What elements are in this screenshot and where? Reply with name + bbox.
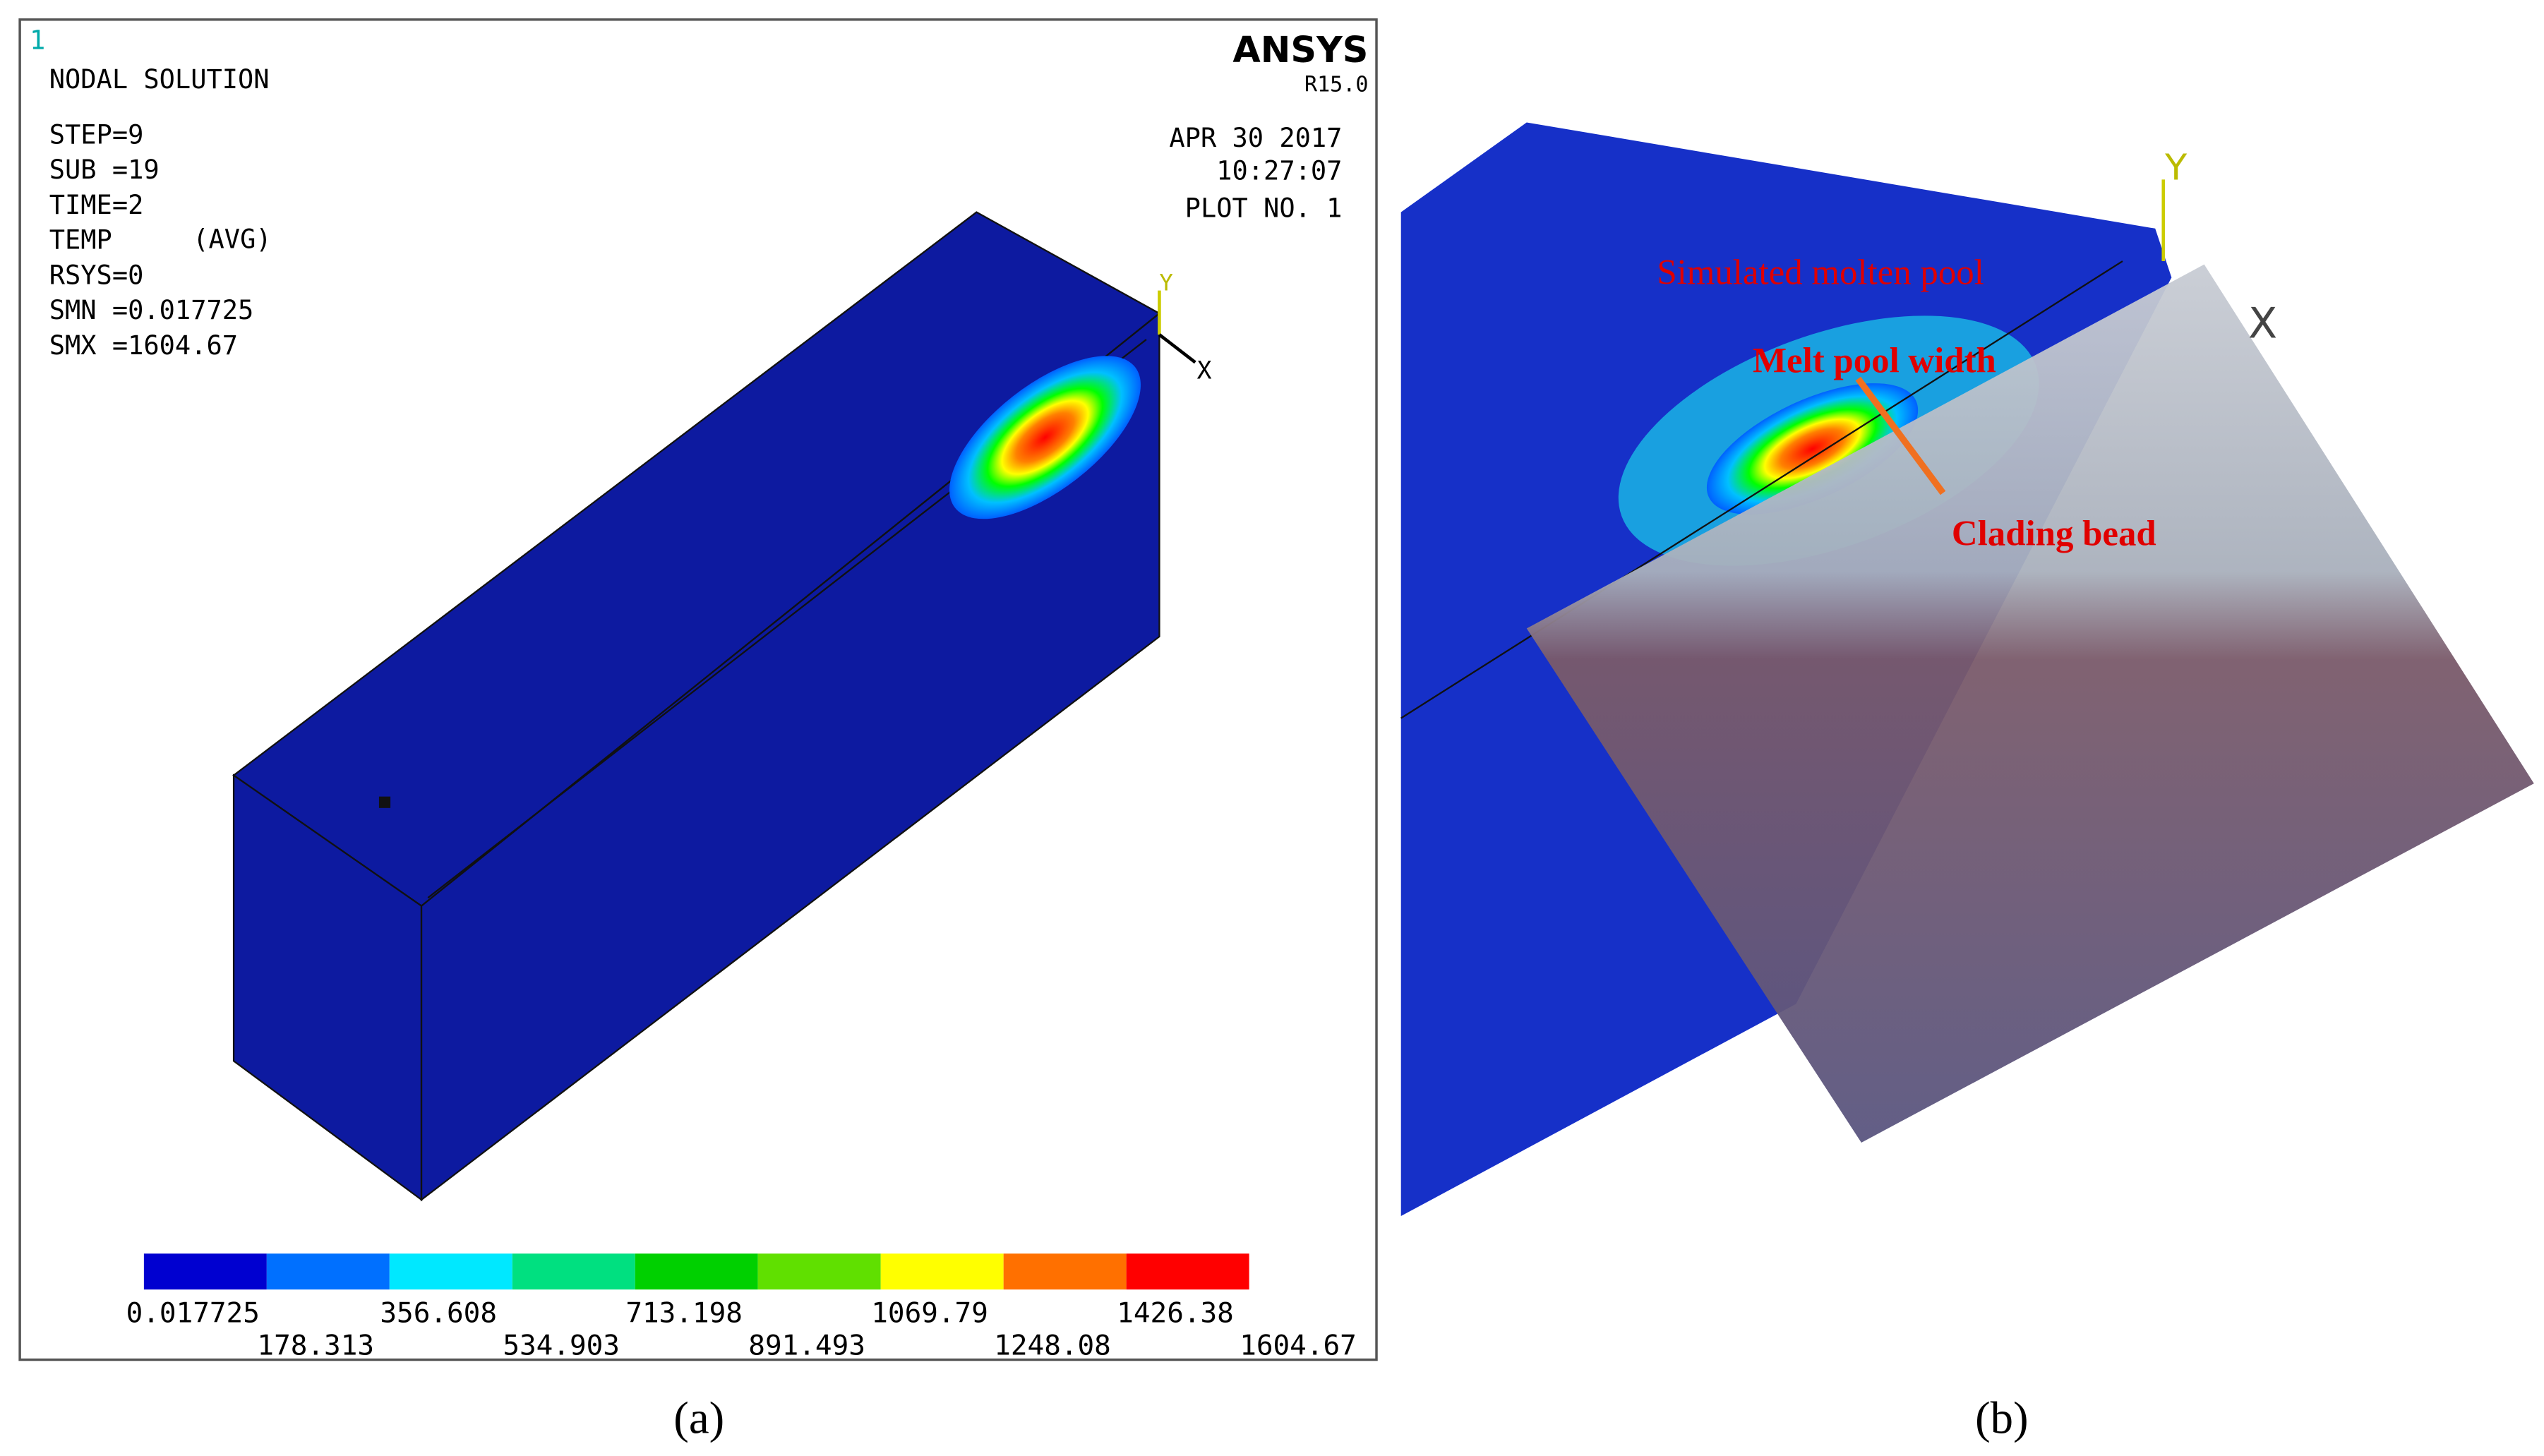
version: R15.0 bbox=[1304, 73, 1368, 97]
panel-b-text: Simulated molten pool Melt pool width Clad… bbox=[1657, 146, 2277, 1443]
width-arrow bbox=[1855, 376, 1946, 495]
colorbar-segment bbox=[266, 1253, 390, 1290]
colorbar-label: 1248.08 bbox=[994, 1330, 1111, 1362]
colorbar-segment bbox=[880, 1253, 1004, 1290]
colorbar-label: 178.313 bbox=[257, 1330, 374, 1362]
photo bbox=[1526, 264, 2534, 1143]
axis-label: X bbox=[1197, 357, 1212, 385]
colorbar-label: 0.017725 bbox=[126, 1297, 260, 1329]
title: NODAL SOLUTION bbox=[49, 64, 270, 95]
colorbar-label: 1069.79 bbox=[871, 1297, 988, 1329]
date: APR 30 2017 bbox=[1169, 123, 1342, 153]
info-line: SMN =0.017725 bbox=[49, 295, 254, 325]
colorbar-segment bbox=[512, 1253, 635, 1290]
info-line: STEP=9 bbox=[49, 120, 144, 150]
colorbar-segment bbox=[389, 1253, 512, 1290]
annotation: Clading bead bbox=[1952, 514, 2156, 553]
info-line: SMX =1604.67 bbox=[49, 330, 238, 361]
colorbar-label: 891.493 bbox=[748, 1330, 865, 1362]
axis bbox=[1158, 333, 1196, 364]
plot-no: PLOT NO. 1 bbox=[1185, 193, 1343, 224]
time: 10:27:07 bbox=[1216, 155, 1342, 186]
colorbar-label: 534.903 bbox=[503, 1330, 620, 1362]
info-line: TIME=2 bbox=[49, 190, 144, 220]
colorbar-segment bbox=[1003, 1253, 1127, 1290]
heat-zone bbox=[949, 356, 1141, 519]
box-right bbox=[420, 311, 1160, 1202]
colorbar-segment bbox=[635, 1253, 758, 1290]
info-line: RSYS=0 bbox=[49, 260, 144, 290]
heat-zone bbox=[1706, 383, 1919, 515]
node-mark bbox=[378, 796, 391, 808]
caption: (b) bbox=[1975, 1393, 2029, 1444]
colorbar-segment bbox=[757, 1253, 881, 1290]
annotation: Simulated molten pool bbox=[1657, 253, 1984, 292]
info-line: TEMP bbox=[49, 225, 112, 255]
info-line: SUB =19 bbox=[49, 155, 160, 185]
avg: (AVG) bbox=[193, 224, 271, 255]
axis-label: Y bbox=[1159, 270, 1172, 296]
annotation: Melt pool width bbox=[1753, 341, 1996, 380]
seam bbox=[1400, 260, 2123, 719]
caption: (a) bbox=[673, 1393, 724, 1444]
colorbar-segment bbox=[143, 1253, 267, 1290]
colorbar-label: 1426.38 bbox=[1117, 1297, 1234, 1329]
brand: ANSYS bbox=[1232, 29, 1368, 71]
window-number: 1 bbox=[30, 25, 45, 55]
axis-label: X bbox=[2248, 299, 2277, 349]
colorbar-label: 356.608 bbox=[380, 1297, 497, 1329]
colorbar: 0.017725178.313356.608534.903713.198891.… bbox=[126, 1253, 1357, 1362]
colorbar-label: 1604.67 bbox=[1240, 1330, 1357, 1362]
colorbar-label: 713.198 bbox=[625, 1297, 743, 1329]
colorbar-segment bbox=[1126, 1253, 1249, 1290]
axis-label: Y bbox=[2164, 146, 2188, 188]
